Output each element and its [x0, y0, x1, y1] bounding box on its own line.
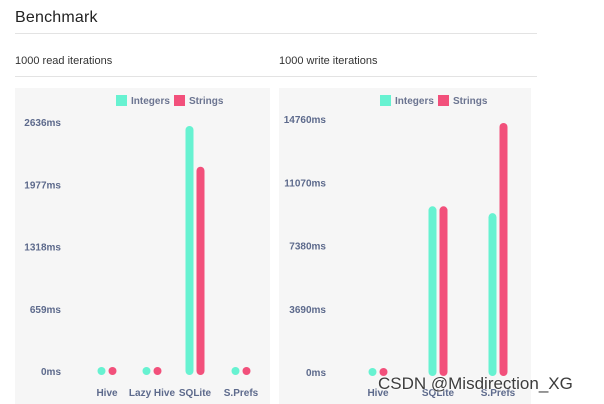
- bar-strings-sqlite: [439, 206, 448, 376]
- x-category-label: SQLite: [422, 388, 455, 399]
- bar-strings-lazy-hive: [153, 367, 162, 375]
- y-tick-label: 11070ms: [284, 178, 326, 189]
- section-divider: [15, 76, 537, 77]
- legend-label-integers: Integers: [131, 96, 170, 107]
- x-category-label: Hive: [96, 388, 118, 399]
- read-benchmark-chart: Integers Strings 0ms 659ms 1318ms 1977ms 2636m…: [24, 95, 259, 399]
- y-tick-label: 3690ms: [289, 305, 326, 316]
- x-category-label: S.Prefs: [481, 388, 516, 399]
- chart-legend: Integers Strings: [380, 95, 488, 107]
- legend-label-strings: Strings: [453, 96, 488, 107]
- watermark: CSDN @Misdirection_XG: [378, 374, 573, 393]
- legend-swatch-strings: [174, 95, 185, 106]
- x-category-label: Lazy Hive: [129, 388, 176, 399]
- title-divider: [15, 33, 537, 34]
- legend-swatch-integers: [380, 95, 391, 106]
- bar-integers-sqlite: [428, 206, 437, 376]
- y-tick-label: 0ms: [306, 368, 326, 379]
- page-title: Benchmark: [15, 9, 98, 26]
- write-benchmark-chart: Integers Strings 0ms 3690ms 7380ms 11070ms 147…: [284, 95, 516, 399]
- bar-integers-lazy-hive: [142, 367, 151, 375]
- y-tick-label: 1318ms: [24, 243, 61, 254]
- bar-integers-s-prefs: [488, 213, 497, 376]
- read-section-label: 1000 read iterations: [15, 55, 113, 67]
- x-category-label: SQLite: [179, 388, 212, 399]
- y-tick-label: 659ms: [30, 305, 62, 316]
- bar-strings-hive: [108, 367, 117, 375]
- bar-integers-sqlite: [185, 126, 194, 375]
- legend-swatch-integers: [116, 95, 127, 106]
- y-tick-label: 1977ms: [24, 180, 61, 191]
- bar-strings-hive: [379, 368, 388, 376]
- y-tick-label: 7380ms: [289, 242, 326, 253]
- legend-label-strings: Strings: [189, 96, 224, 107]
- y-tick-label: 14760ms: [284, 115, 327, 126]
- bar-strings-s-prefs: [242, 367, 251, 375]
- read-chart-card: Integers Strings 0ms 659ms 1318ms 1977ms 2636m…: [15, 88, 270, 404]
- y-tick-label: 0ms: [41, 367, 61, 378]
- x-category-label: Hive: [367, 388, 389, 399]
- bar-integers-hive: [368, 368, 377, 376]
- legend-swatch-strings: [438, 95, 449, 106]
- bar-integers-hive: [97, 367, 106, 375]
- write-chart-card: Integers Strings 0ms 3690ms 7380ms 11070ms 147…: [279, 88, 531, 404]
- bar-strings-s-prefs: [499, 123, 508, 376]
- bar-integers-s-prefs: [231, 367, 240, 375]
- legend-label-integers: Integers: [395, 96, 434, 107]
- x-category-label: S.Prefs: [224, 388, 259, 399]
- chart-legend: Integers Strings: [116, 95, 224, 107]
- write-section-label: 1000 write iterations: [279, 55, 378, 67]
- bar-strings-sqlite: [196, 166, 205, 375]
- y-tick-label: 2636ms: [24, 118, 61, 129]
